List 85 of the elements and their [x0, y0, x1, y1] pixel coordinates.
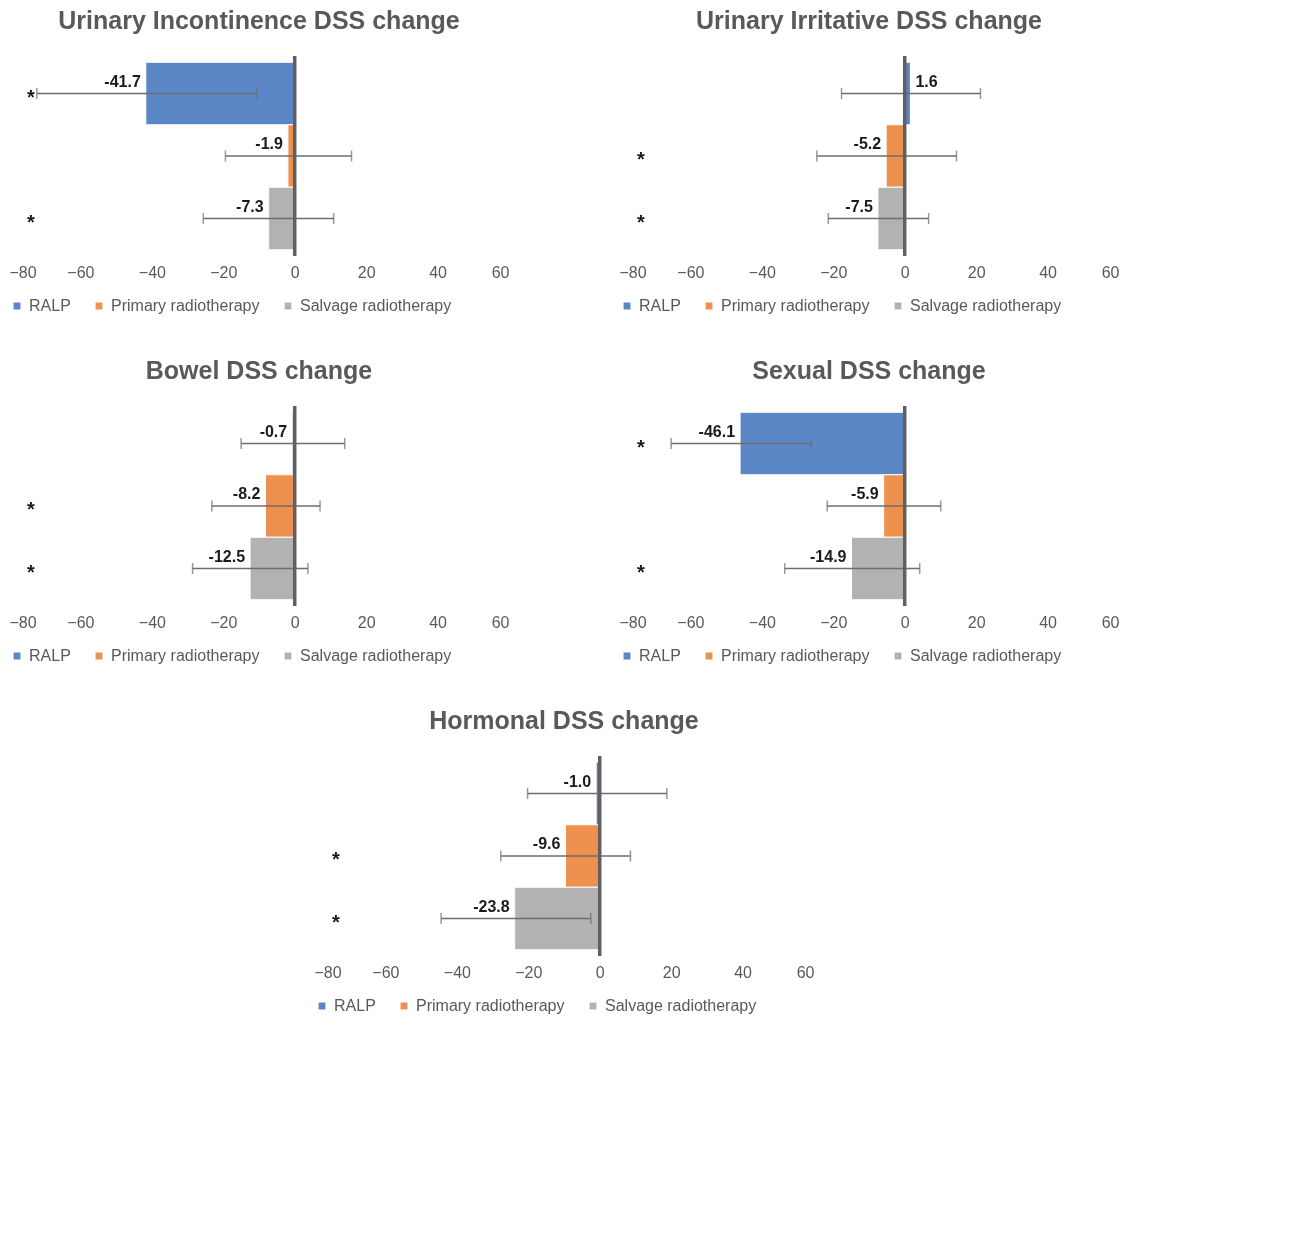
x-tick-label: −80	[619, 263, 647, 281]
x-tick-label: −40	[443, 963, 472, 981]
x-tick-label: 60	[1101, 613, 1120, 631]
x-tick-label: −60	[677, 613, 705, 631]
legend-label: Primary radiotherapy	[111, 647, 260, 664]
x-tick-label: 20	[357, 613, 376, 631]
annotation: *	[27, 498, 36, 520]
data-label: -1.9	[255, 135, 284, 152]
x-tick-label: −40	[138, 263, 167, 281]
annotation: *	[637, 560, 646, 583]
chart-title: Sexual DSS change	[752, 356, 986, 385]
x-tick-label: −20	[820, 263, 848, 281]
legend-label: RALP	[29, 647, 71, 664]
x-tick-label: −60	[677, 263, 705, 281]
x-tick-label: 40	[1039, 613, 1058, 631]
x-tick-label: −20	[820, 613, 848, 631]
x-tick-label: −20	[515, 963, 543, 981]
data-label: -7.5	[845, 197, 874, 215]
chart-title: Hormonal DSS change	[429, 706, 699, 735]
annotation: *	[637, 435, 646, 458]
x-tick-label: 20	[662, 963, 681, 981]
data-label: 1.6	[915, 72, 938, 90]
data-label: -23.8	[473, 897, 510, 915]
data-label: -5.2	[853, 135, 882, 152]
legend-label: Salvage radiotherapy	[910, 647, 1062, 664]
legend-label: RALP	[639, 297, 681, 314]
x-tick-label: 0	[290, 263, 300, 281]
x-tick-label: −80	[314, 963, 342, 981]
data-label: -0.7	[259, 422, 288, 440]
x-tick-label: 20	[967, 613, 986, 631]
annotation: *	[332, 848, 341, 870]
annotation: *	[27, 85, 36, 108]
x-tick-label: −60	[67, 263, 95, 281]
x-tick-label: −20	[210, 263, 238, 281]
x-tick-label: −80	[9, 613, 37, 631]
x-tick-label: 60	[1101, 263, 1120, 281]
data-label: -46.1	[698, 422, 736, 440]
data-label: -7.3	[236, 197, 264, 215]
chart-title: Urinary Irritative DSS change	[696, 6, 1043, 35]
x-tick-label: 60	[796, 963, 815, 981]
data-label: -1.0	[563, 772, 592, 790]
legend-label: Primary radiotherapy	[416, 997, 565, 1014]
x-tick-label: −80	[9, 263, 37, 281]
legend-label: Primary radiotherapy	[721, 647, 870, 664]
annotation: *	[332, 910, 341, 933]
x-tick-label: 40	[429, 263, 448, 281]
data-label: -8.2	[232, 485, 261, 502]
x-tick-label: 0	[900, 263, 910, 281]
annotation: *	[637, 210, 646, 233]
legend-label: Salvage radiotherapy	[605, 997, 757, 1014]
x-tick-label: 20	[357, 263, 376, 281]
x-tick-label: −60	[372, 963, 400, 981]
x-tick-label: −20	[210, 613, 238, 631]
annotation: *	[637, 148, 646, 170]
x-tick-label: 40	[1039, 263, 1058, 281]
x-tick-label: 0	[595, 963, 605, 981]
data-label: -9.6	[532, 835, 561, 852]
data-label: -12.5	[208, 547, 246, 565]
data-label: -41.7	[104, 72, 141, 90]
x-tick-label: −40	[748, 613, 777, 631]
legend-label: RALP	[334, 997, 376, 1014]
x-tick-label: 60	[491, 263, 510, 281]
legend-label: Salvage radiotherapy	[300, 297, 452, 314]
x-tick-label: −60	[67, 613, 95, 631]
legend-label: Salvage radiotherapy	[910, 297, 1062, 314]
chart-title: Urinary Incontinence DSS change	[58, 6, 460, 35]
chart-title: Bowel DSS change	[145, 356, 373, 385]
legend-label: Salvage radiotherapy	[300, 647, 452, 664]
x-tick-label: 0	[290, 613, 300, 631]
legend-label: RALP	[29, 297, 71, 314]
x-tick-label: −80	[619, 613, 647, 631]
legend-label: Primary radiotherapy	[111, 297, 260, 314]
data-label: -5.9	[851, 485, 879, 502]
annotation: *	[27, 210, 36, 233]
x-tick-label: 20	[967, 263, 986, 281]
x-tick-label: 0	[900, 613, 910, 631]
x-tick-label: −40	[138, 613, 167, 631]
x-tick-label: 60	[491, 613, 510, 631]
x-tick-label: 40	[734, 963, 753, 981]
legend-label: Primary radiotherapy	[721, 297, 870, 314]
x-tick-label: −40	[748, 263, 777, 281]
legend-label: RALP	[639, 647, 681, 664]
x-tick-label: 40	[429, 613, 448, 631]
data-label: -14.9	[810, 547, 847, 565]
annotation: *	[27, 560, 36, 583]
